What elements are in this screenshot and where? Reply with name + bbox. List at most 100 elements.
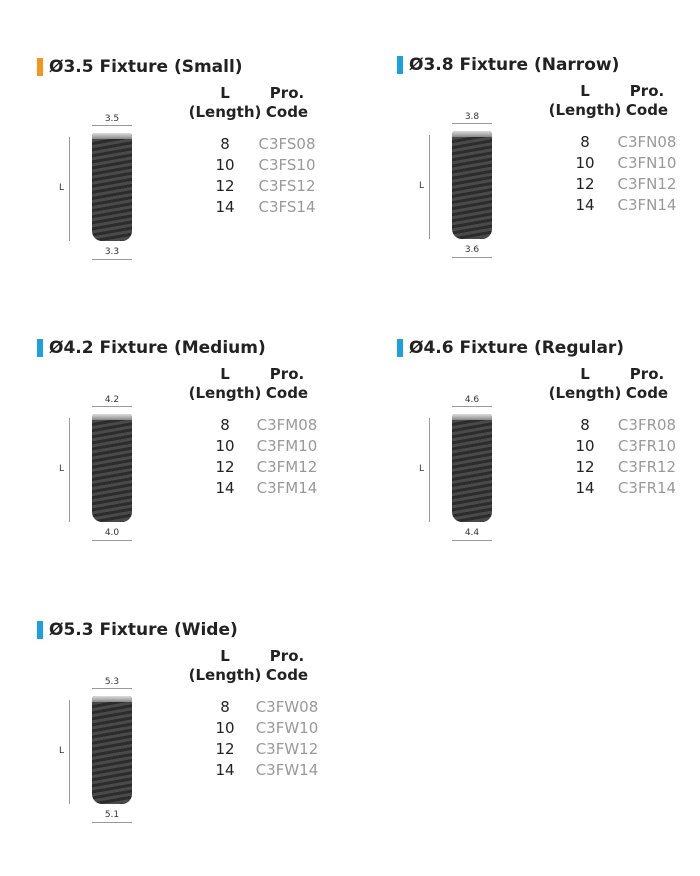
product-code: C3FR10 [617, 437, 677, 455]
length-value: 10 [215, 719, 235, 737]
length-value: 12 [215, 740, 235, 758]
top-diameter: 4.2 [104, 395, 120, 405]
product-code: C3FM12 [256, 458, 318, 476]
product-code: C3FW12 [255, 740, 319, 758]
fixture-section: Ø4.2 Fixture (Medium) L (Length) Pro. Code… [37, 338, 357, 588]
length-value: 14 [215, 198, 235, 216]
product-code: C3FW08 [255, 698, 319, 716]
top-diameter: 5.3 [104, 677, 120, 687]
length-header-l: L [220, 84, 230, 102]
bottom-diameter: 4.0 [104, 528, 120, 538]
bottom-dimension-line [92, 822, 132, 823]
length-value: 14 [215, 479, 235, 497]
bottom-diameter: 4.4 [464, 528, 480, 538]
code-header: Pro. Code [607, 82, 687, 120]
length-value: 12 [215, 458, 235, 476]
code-header-l: Pro. [269, 365, 305, 383]
section-title: Ø4.6 Fixture (Regular) [397, 338, 624, 358]
length-header-sub: (Length) [188, 103, 262, 121]
length-column: 8 10 12 14 [545, 132, 625, 216]
code-header-l: Pro. [629, 82, 665, 100]
code-header-sub: Code [265, 103, 309, 121]
length-header: L (Length) [185, 647, 265, 685]
product-code: C3FR14 [617, 479, 677, 497]
length-value: 8 [220, 698, 230, 716]
code-header-l: Pro. [269, 647, 305, 665]
title-marker [37, 339, 43, 357]
title-text: Ø3.8 Fixture (Narrow) [409, 55, 620, 75]
length-label: L [59, 183, 65, 193]
length-value: 12 [575, 458, 595, 476]
top-diameter: 3.8 [464, 112, 480, 122]
product-code: C3FR08 [617, 416, 677, 434]
fixture-section: Ø3.8 Fixture (Narrow) L (Length) Pro. Code… [397, 55, 700, 305]
length-column: 8 10 12 14 [185, 415, 265, 499]
fixture-image [92, 414, 132, 522]
length-value: 8 [220, 416, 230, 434]
product-code: C3FN14 [617, 196, 677, 214]
code-column: C3FN08 C3FN10 C3FN12 C3FN14 [607, 132, 687, 216]
length-value: 10 [215, 156, 235, 174]
length-header: L (Length) [185, 365, 265, 403]
product-code: C3FS14 [258, 198, 316, 216]
product-code: C3FN08 [617, 133, 677, 151]
product-code: C3FS10 [258, 156, 316, 174]
fixture-section: Ø4.6 Fixture (Regular) L (Length) Pro. Cod… [397, 338, 700, 588]
title-text: Ø3.5 Fixture (Small) [49, 57, 243, 77]
product-code: C3FR12 [617, 458, 677, 476]
code-header: Pro. Code [247, 84, 327, 122]
product-code: C3FN10 [617, 154, 677, 172]
fixture-image [452, 131, 492, 239]
bottom-diameter: 3.3 [104, 247, 120, 257]
bottom-dimension-line [92, 259, 132, 260]
code-header-sub: Code [265, 384, 309, 402]
code-header-l: Pro. [269, 84, 305, 102]
length-label: L [59, 746, 65, 756]
length-header: L (Length) [545, 82, 625, 120]
length-value: 12 [575, 175, 595, 193]
top-dimension-line [452, 406, 492, 407]
length-column: 8 10 12 14 [185, 697, 265, 781]
bottom-dimension-line [92, 540, 132, 541]
fixture-section: Ø5.3 Fixture (Wide) L (Length) Pro. Code 8… [37, 620, 357, 870]
fixture-image [92, 696, 132, 804]
length-value: 12 [215, 177, 235, 195]
bottom-dimension-line [452, 540, 492, 541]
length-column: 8 10 12 14 [185, 134, 265, 218]
length-header-l: L [580, 82, 590, 100]
section-title: Ø3.8 Fixture (Narrow) [397, 55, 619, 75]
length-label: L [419, 181, 425, 191]
length-header-l: L [220, 647, 230, 665]
fixture-section: Ø3.5 Fixture (Small) L (Length) Pro. Code … [37, 57, 357, 307]
fixture-image [452, 414, 492, 522]
title-text: Ø5.3 Fixture (Wide) [49, 620, 238, 640]
product-code: C3FW10 [255, 719, 319, 737]
length-column: 8 10 12 14 [545, 415, 625, 499]
top-dimension-line [92, 125, 132, 126]
code-column: C3FS08 C3FS10 C3FS12 C3FS14 [247, 134, 327, 218]
top-dimension-line [92, 406, 132, 407]
title-marker [397, 56, 403, 74]
length-value: 10 [215, 437, 235, 455]
top-diameter: 3.5 [104, 114, 120, 124]
length-header-sub: (Length) [188, 384, 262, 402]
product-code: C3FS12 [258, 177, 316, 195]
title-text: Ø4.2 Fixture (Medium) [49, 338, 266, 358]
fixture-image [92, 133, 132, 241]
bottom-diameter: 5.1 [104, 810, 120, 820]
section-title: Ø5.3 Fixture (Wide) [37, 620, 238, 640]
length-value: 14 [575, 196, 595, 214]
title-marker [37, 621, 43, 639]
title-marker [397, 339, 403, 357]
code-header-sub: Code [625, 101, 669, 119]
length-header-sub: (Length) [548, 384, 622, 402]
section-title: Ø3.5 Fixture (Small) [37, 57, 243, 77]
code-header-sub: Code [625, 384, 669, 402]
product-code: C3FS08 [258, 135, 316, 153]
length-value: 8 [580, 133, 590, 151]
length-label: L [59, 464, 65, 474]
length-header-sub: (Length) [548, 101, 622, 119]
length-value: 10 [575, 437, 595, 455]
length-dimension-line [429, 135, 430, 239]
product-code: C3FM08 [256, 416, 318, 434]
